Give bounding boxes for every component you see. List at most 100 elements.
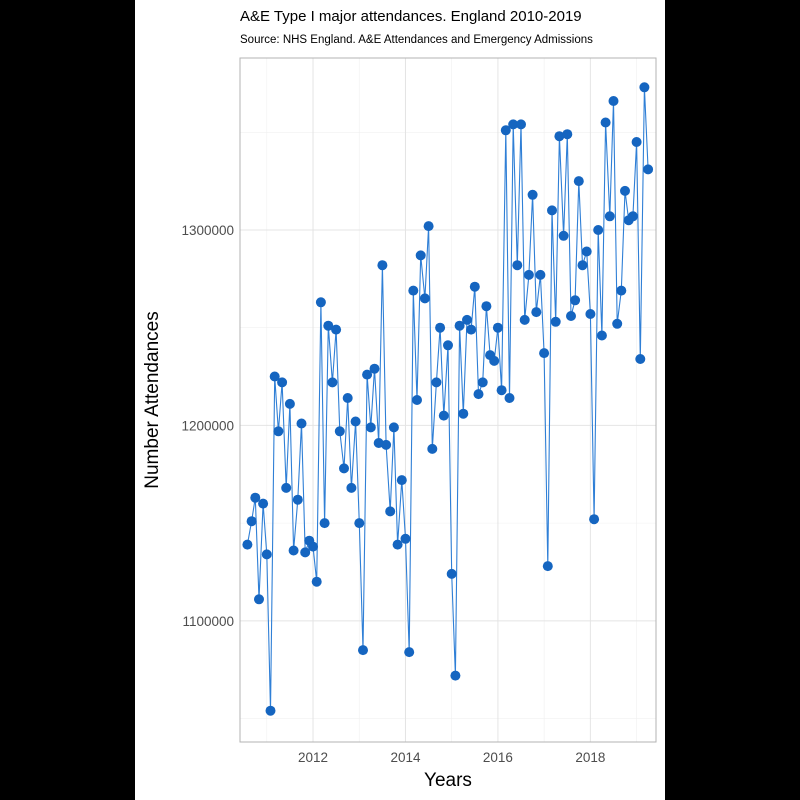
data-point (246, 516, 257, 527)
x-axis-title: Years (424, 770, 472, 791)
data-point (504, 393, 515, 403)
data-point (288, 545, 299, 556)
data-point (315, 297, 326, 308)
data-point (593, 225, 604, 235)
data-point (412, 395, 422, 405)
data-point (458, 408, 469, 419)
data-point (311, 576, 322, 587)
data-point (620, 185, 630, 196)
grid-lines (240, 58, 656, 742)
data-point (381, 439, 392, 450)
data-point (492, 322, 503, 333)
data-point (323, 320, 334, 331)
data-point (265, 705, 276, 716)
y-tick-label: 1300000 (181, 223, 234, 238)
data-point (339, 463, 349, 474)
x-tick-label: 2014 (390, 750, 421, 765)
data-point (369, 363, 380, 374)
data-point (581, 246, 592, 257)
data-point (542, 561, 553, 572)
data-point (539, 348, 550, 359)
data-point (277, 377, 288, 388)
series-line (246, 87, 649, 711)
series-group (242, 82, 654, 716)
data-point (427, 443, 438, 454)
data-point (438, 410, 449, 421)
data-point (377, 260, 388, 271)
data-point (334, 426, 345, 437)
data-point (489, 355, 500, 366)
data-point (516, 119, 526, 130)
data-point (566, 311, 576, 321)
data-point (331, 324, 342, 335)
data-point (573, 176, 584, 187)
data-point (435, 322, 446, 333)
data-point (404, 647, 415, 658)
data-point (570, 295, 581, 306)
tick-labels: 2012 2014 2016 2018 1100000 1200000 1300000 (181, 223, 605, 765)
data-point (408, 285, 419, 296)
data-point (342, 393, 353, 403)
data-point (273, 426, 284, 437)
data-point (362, 369, 373, 380)
plot-panel-border (239, 57, 657, 743)
data-point (627, 211, 638, 222)
data-point (400, 533, 411, 544)
data-point (473, 389, 484, 400)
data-point (496, 385, 507, 396)
data-point (554, 131, 565, 142)
data-point (250, 492, 261, 503)
y-axis-title: Number Attendances (142, 311, 163, 488)
data-point (327, 377, 338, 388)
chart-subtitle: Source: NHS England. A&E Attendances and… (240, 34, 593, 46)
data-point (281, 482, 292, 493)
data-point (527, 189, 538, 200)
data-point (466, 324, 477, 335)
data-point (531, 307, 542, 318)
data-point (577, 260, 588, 271)
data-point (258, 498, 269, 509)
data-point (508, 119, 519, 130)
data-point (643, 164, 654, 175)
data-point (596, 330, 607, 341)
data-point (415, 250, 426, 261)
data-point (616, 285, 627, 296)
data-point (385, 506, 396, 517)
data-point (550, 316, 561, 327)
data-point (284, 398, 295, 409)
data-point (269, 371, 280, 382)
data-point (346, 482, 357, 493)
data-point (462, 314, 472, 325)
data-point (443, 340, 453, 351)
data-point (261, 549, 272, 560)
data-point (558, 230, 569, 241)
data-point (523, 269, 534, 280)
data-point (358, 645, 368, 656)
data-point (350, 416, 361, 427)
data-point (631, 137, 642, 147)
data-point (450, 670, 461, 681)
data-point (242, 539, 253, 550)
data-point (612, 318, 623, 329)
data-point (500, 125, 511, 136)
data-point (481, 301, 492, 312)
data-point (589, 514, 600, 525)
data-point (535, 269, 546, 280)
data-point (292, 494, 303, 505)
data-point (512, 260, 523, 271)
data-point (396, 475, 407, 486)
data-point (431, 377, 442, 388)
data-point (354, 518, 365, 529)
y-tick-label: 1100000 (182, 614, 234, 629)
data-point (519, 314, 530, 325)
data-point (562, 129, 573, 140)
data-point (365, 422, 376, 433)
data-point (319, 518, 330, 529)
data-point (477, 377, 488, 388)
data-point (585, 309, 596, 319)
x-tick-label: 2016 (483, 750, 513, 765)
data-point (296, 418, 307, 429)
data-point (423, 221, 434, 232)
data-point (604, 211, 615, 222)
